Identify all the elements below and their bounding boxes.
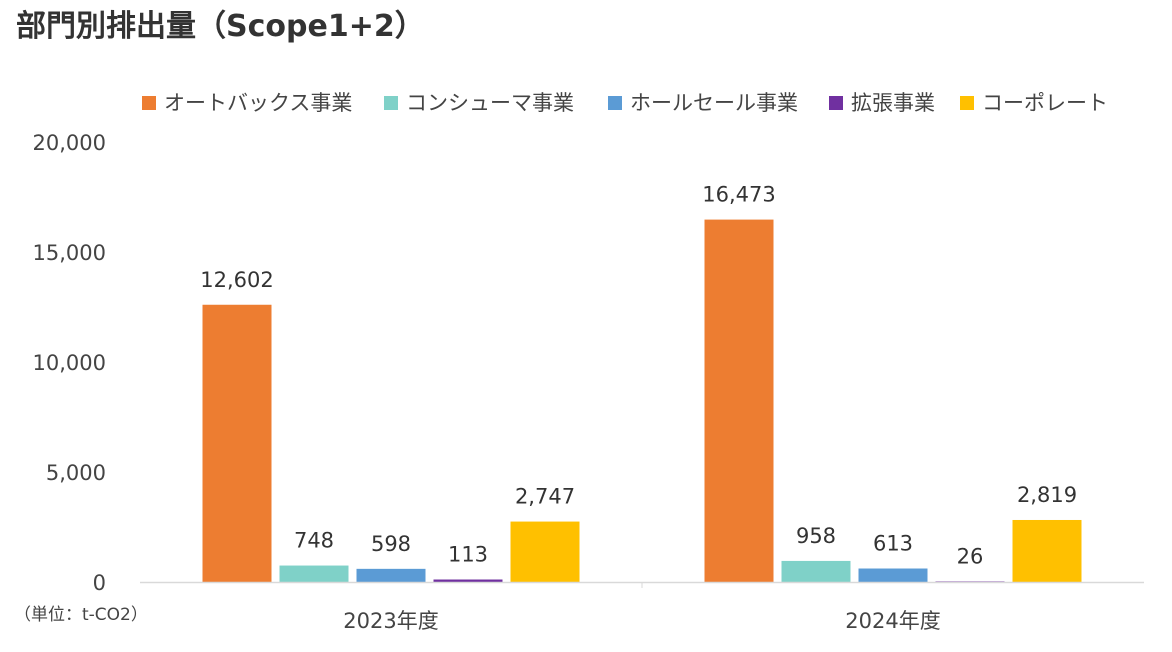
bar — [704, 219, 774, 582]
bar — [510, 521, 580, 582]
legend-label: ホールセール事業 — [630, 91, 798, 115]
legend-swatch — [960, 96, 974, 110]
legend-swatch — [829, 96, 843, 110]
bars — [202, 219, 1082, 583]
data-label: 613 — [873, 532, 913, 556]
bar — [279, 565, 349, 582]
x-axis: 2023年度 2024年度 — [140, 581, 1144, 633]
data-label: 598 — [371, 532, 411, 556]
bar — [1012, 519, 1082, 582]
data-label: 748 — [294, 529, 334, 553]
legend-swatch — [142, 96, 156, 110]
bar — [433, 579, 503, 582]
data-label: 26 — [957, 544, 984, 568]
y-tick-label: 5,000 — [46, 461, 106, 485]
y-tick-label: 0 — [93, 571, 106, 595]
data-label: 2,747 — [515, 485, 575, 509]
data-labels: 12,602 748 598 113 2,747 16,473 958 613 26 2,819 — [200, 183, 1077, 569]
legend-label: 拡張事業 — [851, 91, 935, 115]
unit-note: （単位：t-CO2） — [14, 605, 148, 625]
y-axis: 0 5,000 10,000 15,000 20,000 — [33, 131, 106, 595]
data-label: 12,602 — [200, 268, 273, 292]
legend-label: コーポレート — [982, 91, 1108, 115]
legend-swatch — [384, 96, 398, 110]
bar — [202, 304, 272, 582]
chart-title: 部門別排出量（Scope1+2） — [16, 9, 425, 44]
data-label: 2,819 — [1017, 483, 1077, 507]
bar — [356, 568, 426, 582]
legend-label: オートバックス事業 — [164, 91, 352, 115]
y-tick-label: 15,000 — [33, 241, 106, 265]
x-category-label: 2023年度 — [343, 609, 438, 633]
data-label: 113 — [448, 543, 488, 567]
x-category-label: 2024年度 — [845, 609, 940, 633]
chart-legend: オートバックス事業 コンシューマ事業 ホールセール事業 拡張事業 コーポレート — [142, 91, 1108, 115]
bar — [858, 568, 928, 582]
legend-label: コンシューマ事業 — [406, 91, 574, 115]
legend-swatch — [608, 96, 622, 110]
y-tick-label: 10,000 — [33, 351, 106, 375]
data-label: 958 — [796, 524, 836, 548]
y-tick-label: 20,000 — [33, 131, 106, 155]
bar — [781, 560, 851, 582]
data-label: 16,473 — [702, 183, 775, 207]
